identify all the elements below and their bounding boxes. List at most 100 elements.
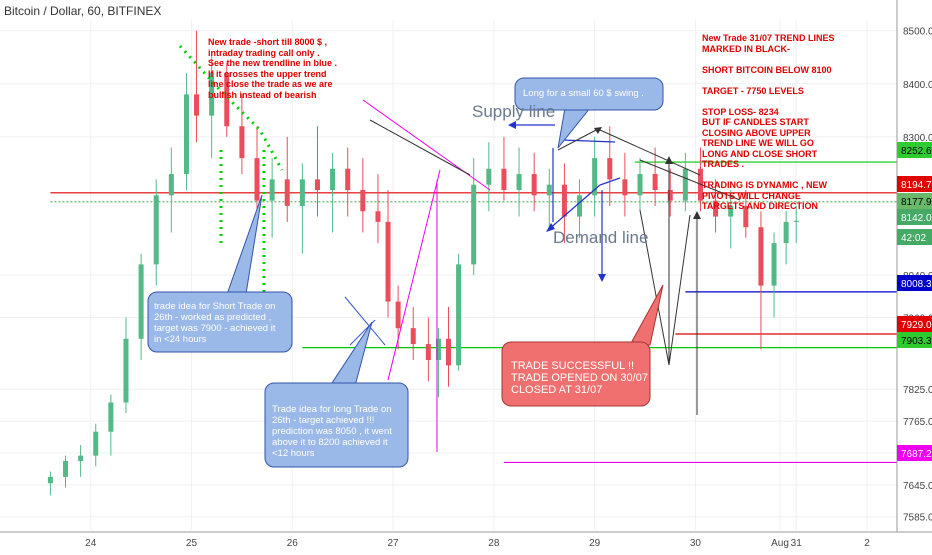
x-tick-label: 31 [791,538,803,549]
candle-body[interactable] [446,338,451,366]
candle-body[interactable] [385,221,391,302]
candle-body[interactable] [239,126,245,159]
candle-body[interactable] [254,158,260,201]
candle-body[interactable] [93,431,99,456]
candle-body[interactable] [592,158,598,196]
candle-body[interactable] [456,264,462,366]
x-tick-label: 24 [85,538,97,549]
note-top-left: New trade -short till 8000 $ , intraday … [208,37,338,100]
y-tick-label: 8300.0 [903,133,932,144]
candle-body[interactable] [168,174,174,196]
price-tag-label: 8194.7 [901,180,932,191]
callout-short-box [147,291,293,353]
candle-body[interactable] [330,168,336,190]
price-tag-bg [897,176,932,192]
candle-body[interactable] [78,455,84,461]
callout-success-text: TRADE SUCCESSFUL !! TRADE OPENED ON 30/0… [511,360,648,396]
candle-body[interactable] [284,179,290,206]
x-tick-label: Aug [771,538,789,549]
demand-arrow [547,184,601,231]
x-tick-label: 25 [186,538,198,549]
black-trend-right [599,129,701,176]
price-tag-bg [897,142,932,158]
candle-body[interactable] [516,174,522,190]
candle-body[interactable] [183,94,189,175]
candle-body[interactable] [713,200,719,217]
candle-body[interactable] [531,174,537,196]
price-tag-label: 7687.2 [901,449,932,460]
price-tag-bg [897,229,932,245]
candle-body[interactable] [667,190,673,201]
candle-body[interactable] [577,195,583,217]
candle-body[interactable] [138,264,144,339]
candle-body[interactable] [486,168,492,185]
callout-long-tail [329,321,373,387]
x-tick-label: 27 [388,538,400,549]
callout-long-box [264,382,409,468]
candle-body[interactable] [743,205,749,228]
x-tick-label: 2 [864,538,870,549]
candle-body[interactable] [224,73,230,127]
magenta-uptrend [387,169,441,381]
price-tag-bg [897,275,932,291]
black-arrow-diag-2 [639,209,670,366]
candle-body[interactable] [47,476,53,484]
candle-body[interactable] [153,195,159,265]
candle-body[interactable] [561,184,567,217]
candle-body[interactable] [728,205,734,217]
y-tick-label: 8500.0 [903,27,932,38]
candle-body[interactable] [314,179,320,190]
y-tick-label: 7765.0 [903,417,932,428]
candle-body[interactable] [622,179,628,196]
callout-swing-text: Long for a small 60 $ swing . [523,88,644,99]
price-tag-label: 8177.9 [901,197,932,208]
blue-trend-1 [344,296,386,346]
candle-body[interactable] [123,338,129,403]
candle-body[interactable] [63,460,69,477]
price-tag-bg [897,316,932,332]
candle-body[interactable] [194,94,200,116]
candle-body[interactable] [652,174,658,190]
candle-body[interactable] [682,168,688,201]
x-tick-label: 26 [287,538,299,549]
candle-body[interactable] [375,211,381,222]
candle-body[interactable] [108,402,114,432]
candle-body[interactable] [783,221,789,244]
candle-body[interactable] [471,184,477,265]
demand-line-label: Demand line [553,228,649,247]
candle-body[interactable] [758,227,764,286]
price-tag-label: 42:02 [901,233,926,244]
candle-body[interactable] [209,73,215,116]
symbol-title: Bitcoin / Dollar, 60, BITFINEX [4,4,162,18]
candle-body[interactable] [546,184,552,196]
candle-body[interactable] [269,179,275,201]
candle-body[interactable] [395,301,401,329]
y-tick-label: 8400.0 [903,80,932,91]
supply-arrow-2 [561,139,616,143]
x-tick-label: 28 [488,538,500,549]
black-upper-trend [369,119,471,176]
y-tick-label: 7645.0 [903,481,932,492]
candle-body[interactable] [425,344,431,360]
black-arrow-up [557,127,601,151]
candle-body[interactable] [607,158,613,180]
candle-body[interactable] [501,168,507,190]
candle-body[interactable] [360,190,366,212]
demand-arrow-2 [599,177,621,186]
candle-body[interactable] [637,174,643,196]
candle-body[interactable] [299,179,305,206]
candle-body[interactable] [345,168,351,190]
price-tag-bg [897,209,932,225]
price-tags: 8252.6 8194.7 8177.9 8142.0 42:02 8008.3 7929.… [897,142,932,461]
note-top-right: New Trade 31/07 TREND LINES MARKED IN BL… [702,33,835,211]
candle-body[interactable] [410,328,416,345]
candle-body[interactable] [771,243,777,286]
candle-body[interactable] [793,220,799,222]
price-tag-label: 8142.0 [901,213,932,224]
supply-line-label: Supply line [472,102,556,121]
green-dotted-trendline [178,44,284,171]
candle-body[interactable] [435,338,441,360]
y-tick-label: 7825.0 [903,385,932,396]
